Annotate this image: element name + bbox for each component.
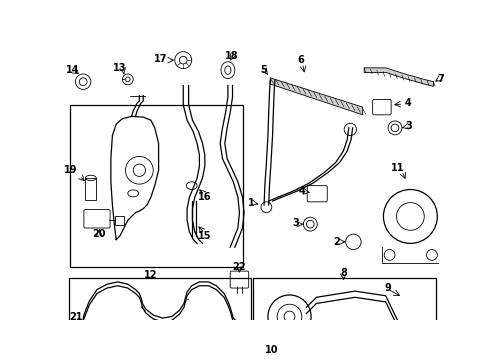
- Text: 21: 21: [69, 311, 83, 321]
- Text: 11: 11: [390, 163, 403, 173]
- Text: 3: 3: [292, 219, 299, 228]
- Text: 3: 3: [404, 121, 411, 131]
- Text: 9: 9: [384, 283, 390, 293]
- Bar: [85, 178, 96, 199]
- Text: 4: 4: [298, 186, 305, 196]
- Text: 2: 2: [332, 237, 339, 247]
- Text: 22: 22: [232, 261, 245, 271]
- Text: 14: 14: [66, 65, 80, 75]
- Text: 12: 12: [144, 270, 157, 280]
- Bar: [253, 278, 435, 360]
- Text: 16: 16: [198, 192, 211, 202]
- Text: 15: 15: [198, 231, 211, 241]
- Text: 17: 17: [154, 54, 167, 64]
- Text: 10: 10: [264, 345, 277, 355]
- Bar: [115, 216, 123, 225]
- Text: 19: 19: [64, 165, 78, 175]
- Text: 7: 7: [436, 73, 443, 84]
- Text: 18: 18: [224, 51, 238, 61]
- Bar: [68, 278, 250, 360]
- Text: 13: 13: [112, 63, 126, 73]
- Text: 8: 8: [339, 267, 346, 278]
- Text: 5: 5: [260, 65, 267, 75]
- Polygon shape: [270, 78, 362, 115]
- Bar: [70, 105, 243, 266]
- Text: 1: 1: [247, 198, 254, 208]
- Text: 6: 6: [297, 55, 304, 65]
- Text: 20: 20: [92, 229, 106, 239]
- Text: 4: 4: [404, 98, 411, 108]
- Polygon shape: [364, 68, 432, 86]
